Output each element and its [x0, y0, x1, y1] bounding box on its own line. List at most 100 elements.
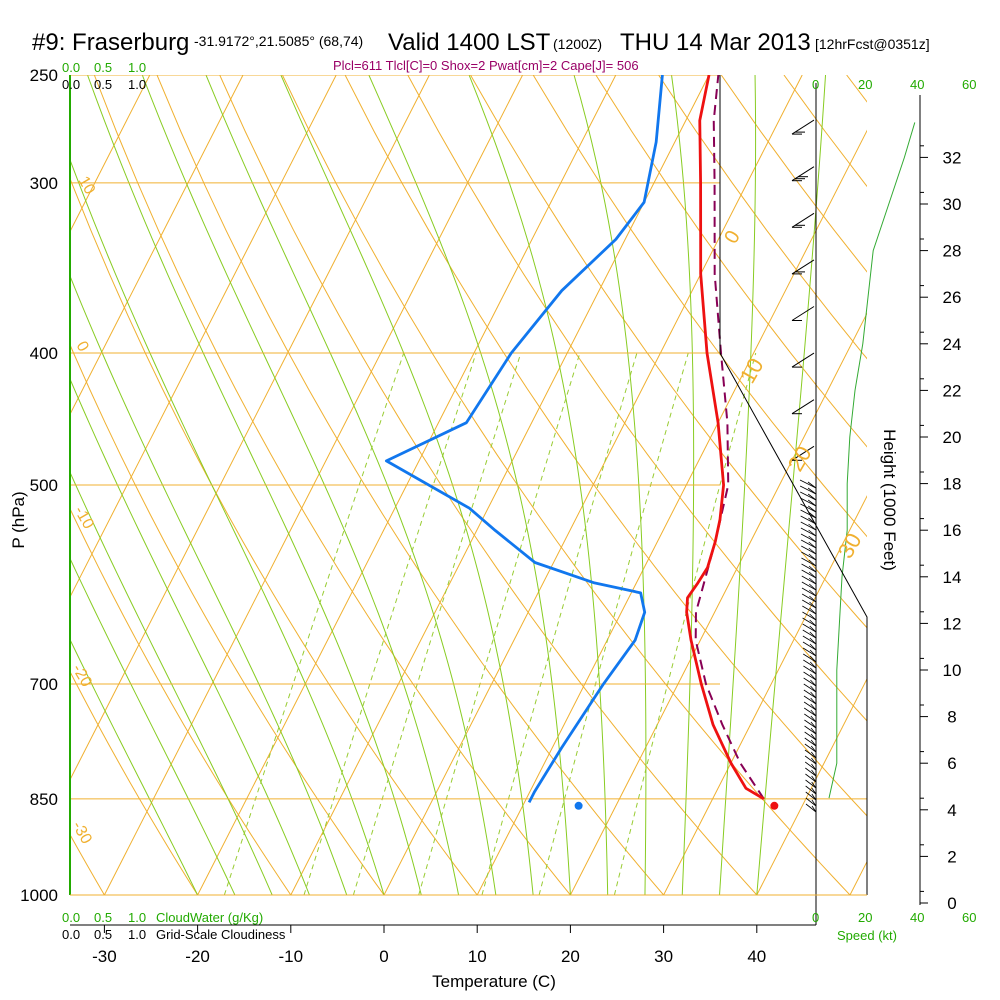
low-level-barb: [800, 503, 817, 513]
low-level-barb: [802, 647, 817, 657]
top-cloudiness-tick-0: 0.0: [62, 77, 80, 92]
x-tick-label: -20: [185, 947, 210, 966]
top-cloud-scale: 0.0 0.5 1.0 0.0 0.5 1.0: [62, 60, 146, 92]
station-title: #9: Fraserburg: [32, 29, 189, 56]
height-tick-label: 22: [943, 381, 962, 400]
low-level-barb-flag: [811, 793, 817, 801]
pressure-tick-label: 300: [30, 174, 58, 193]
x-axis-label: Temperature (C): [432, 972, 556, 991]
low-level-barb: [800, 509, 817, 519]
low-level-barb: [803, 689, 817, 699]
speed-axis-label: Speed (kt): [837, 928, 897, 943]
wind-speed-trace: [828, 122, 916, 799]
top-cloudiness-tick-2: 1.0: [128, 77, 146, 92]
moist-adiabat-line: [756, 75, 827, 895]
moist-adiabat-line: [205, 75, 497, 895]
height-tick-label: 28: [943, 242, 962, 261]
low-level-barb-flag: [810, 727, 817, 735]
low-level-barb: [803, 665, 817, 675]
low-level-barb-flag: [808, 541, 817, 549]
bottom-cloudwater-tick-1: 0.5: [94, 910, 112, 925]
low-level-barb-flag: [809, 637, 817, 645]
dewpoint-trace: [384, 75, 664, 803]
low-level-barb: [804, 755, 817, 765]
sounding-traces: [384, 75, 779, 810]
moist-adiabat-line: [70, 377, 310, 895]
cloudiness-label: Grid-Scale Cloudiness: [156, 927, 286, 942]
low-level-barb: [801, 587, 817, 597]
dry-adiabat-line: [407, 75, 867, 722]
surface-dewpoint-dot: [574, 801, 583, 810]
low-level-barb: [804, 731, 817, 741]
low-level-barb-flag: [809, 625, 817, 633]
low-level-barb: [804, 761, 817, 771]
utc-time: (1200Z): [553, 36, 602, 52]
low-level-barb: [805, 803, 817, 813]
dry-adiabat-line: [93, 75, 571, 895]
low-level-barb-flag: [810, 715, 817, 723]
top-cloudwater-tick-0: 0.0: [62, 60, 80, 75]
low-level-barb: [801, 563, 817, 573]
isotherm-label: 10: [75, 174, 99, 198]
low-level-barb: [802, 635, 817, 645]
low-level-barb-flag: [807, 493, 817, 501]
top-cloudwater-tick-2: 1.0: [128, 60, 146, 75]
moist-adiabat-line: [70, 274, 348, 895]
low-level-barb: [800, 533, 817, 543]
bottom-cloudwater-tick-0: 0.0: [62, 910, 80, 925]
low-level-barb-flag: [810, 691, 817, 699]
speed-bottom-tick-3: 60: [962, 910, 976, 925]
low-level-barb: [805, 791, 817, 801]
low-level-barb-flag: [811, 805, 817, 813]
bottom-cloudiness-tick-1: 0.5: [94, 927, 112, 942]
low-level-barb-flag: [810, 733, 817, 741]
speed-bottom-tick-0: 0: [812, 910, 819, 925]
isotherm-line: [663, 495, 867, 895]
moist-adiabat-line: [468, 75, 609, 895]
station-coords: -31.9172°,21.5085° (68,74): [194, 33, 363, 49]
moist-adiabat-line: [280, 75, 534, 895]
low-level-barb: [800, 515, 817, 525]
low-level-barb-flag: [809, 595, 817, 603]
low-level-barb-flag: [809, 655, 817, 663]
dry-adiabat-line: [344, 75, 867, 817]
low-level-barb: [805, 767, 817, 777]
low-level-barb: [802, 623, 817, 633]
forecast-date: THU 14 Mar 2013: [620, 29, 811, 56]
moist-adiabat-line: [671, 75, 695, 895]
low-level-barb: [802, 629, 817, 639]
cloudwater-label: CloudWater (g/Kg): [156, 910, 263, 925]
low-level-barb: [804, 749, 817, 759]
x-tick-label: 20: [561, 947, 580, 966]
low-level-barb: [803, 707, 817, 717]
low-level-barb-flag: [808, 547, 817, 555]
wind-panel-edge: [719, 352, 868, 895]
low-level-barb: [802, 617, 817, 627]
low-level-barb-flag: [809, 661, 817, 669]
low-level-barb: [803, 671, 817, 681]
x-tick-label: 10: [468, 947, 487, 966]
low-level-barb-flag: [810, 721, 817, 729]
dry-adiabat-line: [658, 75, 867, 360]
surface-temperature-dot: [770, 801, 779, 810]
low-level-barb: [803, 677, 817, 687]
height-tick-label: 10: [943, 661, 962, 680]
dry-adiabat-line: [470, 75, 867, 629]
height-tick-label: 24: [943, 335, 962, 354]
x-tick-label: 40: [747, 947, 766, 966]
low-level-barb: [804, 743, 817, 753]
low-level-barb-flag: [808, 535, 817, 543]
dry-adiabat-line: [156, 75, 664, 895]
mixing-ratio-line: [223, 352, 405, 895]
low-level-barb-flag: [810, 739, 817, 747]
x-tick-label: -10: [279, 947, 304, 966]
height-tick-label: 12: [943, 614, 962, 633]
low-level-barb-flag: [808, 523, 817, 531]
forecast-run: [12hrFcst@0351z]: [815, 36, 930, 52]
isotherm-line: [70, 75, 151, 233]
low-level-barb: [801, 593, 817, 603]
low-level-barb: [801, 581, 817, 591]
height-tick-label: 18: [943, 475, 962, 494]
low-level-barb-flag: [809, 667, 817, 675]
low-level-barb-flag: [811, 787, 817, 795]
